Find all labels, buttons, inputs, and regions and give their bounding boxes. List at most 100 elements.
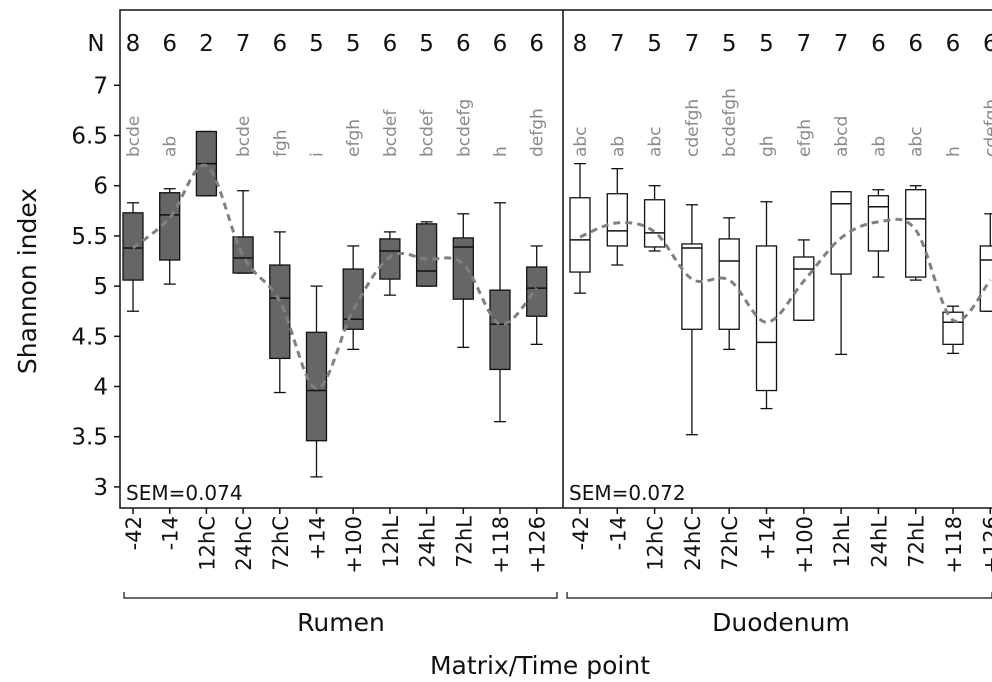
y-tick-label: 4.5: [71, 324, 108, 350]
x-tick-label: 24hC: [232, 516, 256, 571]
y-tick-label: 5.5: [71, 224, 108, 250]
n-value: 6: [493, 31, 508, 57]
trend-line: [132, 163, 538, 391]
box: [793, 256, 815, 321]
panel-annotation: SEM=0.074: [126, 481, 243, 505]
x-tick-label: 24hC: [681, 516, 705, 571]
x-tick-label: -42: [569, 516, 593, 550]
group-letters: ab: [869, 136, 889, 157]
n-value: 5: [346, 31, 361, 57]
x-tick-label: 72hC: [269, 516, 293, 571]
group-letters: bcdef: [381, 109, 401, 157]
group-label: Rumen: [297, 608, 385, 637]
group-letters: bcdefg: [454, 99, 474, 157]
box: [979, 245, 992, 312]
group-bracket: [123, 592, 558, 599]
n-value: 5: [647, 31, 662, 57]
trend-line: [579, 217, 992, 324]
y-tick-label: 5: [93, 274, 108, 300]
y-tick-label: 3: [93, 475, 108, 501]
n-value: 5: [722, 31, 737, 57]
group-letters: bcdefgh: [720, 88, 740, 157]
x-tick-label: 72hL: [905, 516, 929, 568]
n-value: 6: [908, 31, 923, 57]
group-letters: efgh: [344, 119, 364, 157]
n-value: 6: [983, 31, 992, 57]
y-tick-label: 6: [93, 174, 108, 200]
group-letters: bcde: [124, 116, 144, 157]
n-value: 6: [871, 31, 886, 57]
group-letters: h: [491, 146, 511, 157]
n-value: 6: [529, 31, 544, 57]
n-value: 5: [759, 31, 774, 57]
x-tick-label: +126: [526, 516, 550, 574]
group-letters: cdefgh: [683, 99, 703, 157]
x-tick-label: +100: [793, 516, 817, 574]
group-letters: gh: [758, 135, 778, 157]
y-tick-label: 6.5: [71, 124, 108, 150]
x-tick-label: +118: [489, 516, 513, 574]
box: [830, 191, 852, 275]
x-tick-label: 12hL: [379, 516, 403, 568]
box: [718, 238, 740, 330]
x-tick-label: +14: [756, 516, 780, 560]
box: [905, 189, 927, 278]
group-bracket: [566, 592, 992, 599]
group-letters: bcdef: [418, 109, 438, 157]
group-letters: efgh: [795, 119, 815, 157]
n-label: N: [87, 31, 104, 57]
x-tick-label: -14: [159, 516, 183, 550]
n-value: 6: [162, 31, 177, 57]
group-letters: abcd: [832, 116, 852, 157]
n-value: 7: [236, 31, 251, 57]
x-tick-label: 12hC: [195, 516, 219, 571]
x-tick-label: +118: [942, 516, 966, 574]
x-tick-label: -42: [122, 516, 146, 550]
group-label: Duodenum: [712, 608, 850, 637]
box: [606, 193, 628, 247]
box: [452, 237, 474, 300]
group-letters: h: [944, 146, 964, 157]
box: [159, 192, 181, 261]
group-letters: abc: [907, 126, 927, 157]
n-value: 2: [199, 31, 214, 57]
x-tick-label: -14: [606, 516, 630, 550]
n-value: 7: [685, 31, 700, 57]
group-letters: ab: [161, 136, 181, 157]
x-tick-label: 72hC: [718, 516, 742, 571]
x-tick-label: 24hL: [867, 516, 891, 568]
box: [379, 238, 401, 280]
n-value: 5: [309, 31, 324, 57]
box: [526, 266, 548, 317]
group-letters: defgh: [528, 108, 548, 157]
y-axis-title: Shannon index: [13, 188, 42, 374]
x-tick-label: 12hL: [830, 516, 854, 568]
box: [342, 268, 364, 330]
y-tick-label: 4: [93, 375, 108, 401]
box: [305, 331, 328, 442]
x-tick-label: 72hL: [452, 516, 476, 568]
n-value: 7: [610, 31, 625, 57]
n-value: 6: [383, 31, 398, 57]
group-letters: cdefgh: [981, 99, 992, 157]
box: [269, 264, 291, 360]
n-value: 7: [834, 31, 849, 57]
plot-frame: [119, 9, 992, 509]
box: [489, 289, 511, 371]
n-value: 6: [272, 31, 287, 57]
group-letters: bcde: [234, 116, 254, 157]
box: [681, 243, 703, 330]
box: [415, 223, 438, 287]
n-value: 5: [419, 31, 434, 57]
panel-annotation: SEM=0.072: [569, 481, 686, 505]
x-tick-label: +126: [979, 516, 992, 574]
y-tick-label: 3.5: [71, 425, 108, 451]
x-tick-label: 12hC: [644, 516, 668, 571]
group-letters: i: [308, 152, 328, 157]
group-letters: fgh: [271, 129, 291, 157]
x-axis-title: Matrix/Time point: [430, 651, 650, 680]
x-tick-label: +100: [342, 516, 366, 574]
group-letters: abc: [571, 126, 591, 157]
box: [942, 311, 964, 345]
